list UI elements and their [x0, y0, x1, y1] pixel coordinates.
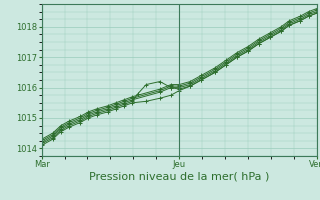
X-axis label: Pression niveau de la mer( hPa ): Pression niveau de la mer( hPa ): [89, 172, 269, 182]
